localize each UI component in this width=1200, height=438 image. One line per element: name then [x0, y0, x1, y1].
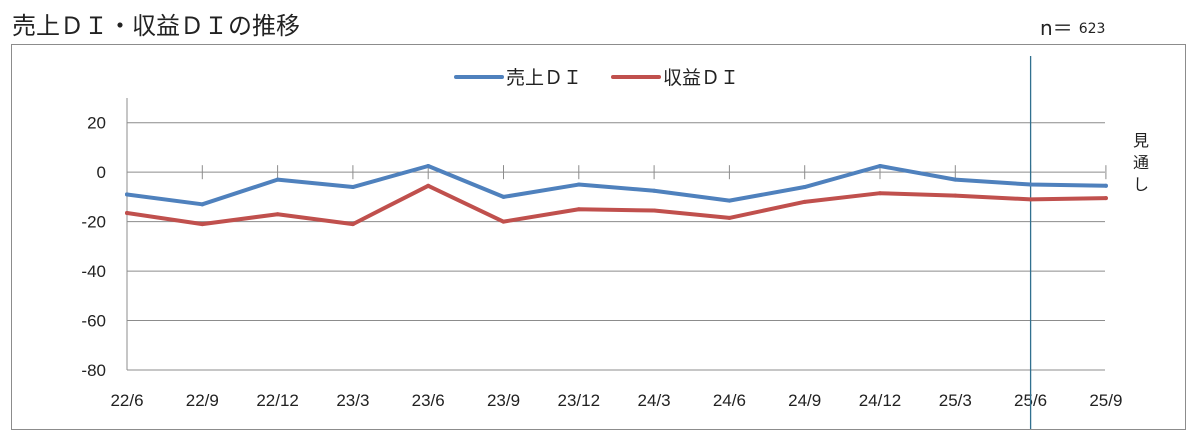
- data-point: [1103, 183, 1108, 188]
- chart-title: 売上ＤＩ・収益ＤＩの推移: [12, 12, 300, 40]
- x-tick-label: 22/6: [110, 391, 143, 410]
- x-tick-label: 24/9: [788, 391, 821, 410]
- data-point: [501, 194, 506, 199]
- data-point: [200, 202, 205, 207]
- data-point: [125, 192, 129, 197]
- y-tick-label: -60: [81, 312, 106, 331]
- x-tick-label: 23/3: [336, 391, 369, 410]
- data-point: [953, 193, 958, 198]
- x-tick-label: 22/12: [256, 391, 299, 410]
- data-point: [1028, 182, 1033, 187]
- x-tick-label: 24/6: [713, 391, 746, 410]
- sample-size-label: n＝: [1040, 16, 1073, 40]
- data-point: [1103, 196, 1108, 201]
- sample-size-value: 623: [1078, 21, 1106, 37]
- legend-label-1: 収益ＤＩ: [663, 67, 739, 89]
- data-point: [1028, 197, 1033, 202]
- legend-label-0: 売上ＤＩ: [506, 67, 582, 89]
- data-point: [953, 177, 958, 182]
- data-point: [350, 185, 355, 190]
- y-tick-label: -80: [81, 361, 106, 380]
- y-tick-label: 20: [87, 114, 106, 133]
- y-tick-label: 0: [97, 163, 106, 182]
- data-point: [501, 219, 506, 224]
- sample-size: n＝ 623: [1040, 12, 1105, 41]
- data-point: [125, 210, 129, 215]
- data-point: [576, 182, 581, 187]
- data-point: [350, 222, 355, 227]
- data-point: [426, 183, 431, 188]
- y-tick-label: -20: [81, 213, 106, 232]
- x-tick-label: 23/9: [487, 391, 520, 410]
- series-line-0: [125, 164, 1108, 207]
- chart-frame: [11, 44, 1186, 430]
- data-point: [802, 199, 807, 204]
- data-point: [727, 215, 732, 220]
- data-point: [275, 177, 280, 182]
- data-point: [878, 191, 882, 196]
- forecast-label-char: し: [1133, 175, 1149, 194]
- forecast-label-char: 通: [1133, 153, 1149, 172]
- data-point: [200, 222, 205, 227]
- forecast-label-char: 見: [1133, 131, 1149, 150]
- data-point: [652, 188, 657, 193]
- x-tick-label: 25/3: [939, 391, 972, 410]
- x-tick-label: 23/12: [558, 391, 601, 410]
- data-point: [652, 208, 657, 213]
- data-point: [426, 164, 431, 168]
- data-point: [576, 207, 581, 212]
- data-point: [727, 198, 732, 203]
- x-tick-label: 25/9: [1089, 391, 1122, 410]
- x-tick-label: 24/3: [638, 391, 671, 410]
- y-tick-label: -40: [81, 262, 106, 281]
- x-tick-label: 23/6: [412, 391, 445, 410]
- x-tick-label: 22/9: [186, 391, 219, 410]
- x-tick-label: 24/12: [859, 391, 902, 410]
- series-line-1: [125, 183, 1108, 227]
- data-point: [878, 164, 882, 168]
- data-point: [275, 212, 280, 217]
- data-point: [802, 185, 807, 190]
